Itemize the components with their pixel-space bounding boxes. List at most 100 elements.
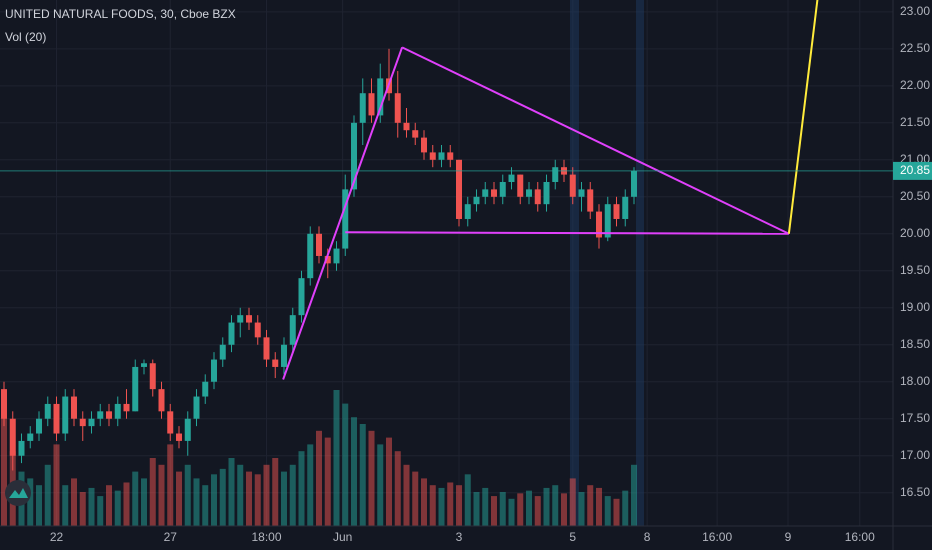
volume-bar: [53, 444, 60, 526]
x-tick-label: 8: [644, 530, 651, 544]
volume-bar: [175, 471, 182, 526]
volume-bar: [184, 464, 191, 526]
volume-bar: [237, 464, 244, 526]
chart-title: UNITED NATURAL FOODS, 30, Cboe BZX: [5, 7, 236, 21]
candle-body: [630, 170, 637, 197]
candle-body: [27, 433, 34, 441]
candle-body: [350, 122, 357, 190]
volume-bar: [272, 458, 279, 526]
candle-body: [622, 196, 629, 219]
x-tick-label: 9: [785, 530, 792, 544]
candle-body: [473, 196, 480, 205]
candle-body: [403, 122, 410, 131]
candle-body: [202, 381, 209, 397]
axes: 16.50 17.00 17.50 18.00 18.50 19.00 19.50 20.00…: [0, 4, 932, 544]
candle-body: [517, 174, 524, 197]
volume-bar: [245, 471, 252, 526]
candle-body: [438, 152, 445, 160]
candle-body: [578, 189, 585, 197]
trend-line: [282, 47, 404, 380]
volume-bar: [368, 430, 375, 526]
volume-bar: [324, 437, 331, 526]
candle-body: [140, 363, 147, 367]
x-tick-label: 3: [456, 530, 463, 544]
candle-body: [149, 363, 156, 390]
volume-bar: [228, 458, 235, 526]
volume-bar: [114, 490, 121, 526]
candle-body: [604, 204, 611, 238]
y-tick-label: 17.50: [900, 411, 930, 425]
volume-bar: [438, 487, 445, 526]
candle-body: [132, 366, 139, 412]
candle-body: [289, 315, 296, 345]
volume-bar: [307, 444, 314, 526]
candle-body: [447, 152, 454, 160]
volume-bar: [569, 478, 576, 526]
volume-bar: [0, 392, 7, 526]
candle-body: [219, 344, 226, 360]
candle-body: [228, 322, 235, 345]
candle-body: [105, 411, 112, 419]
volume-bar: [464, 474, 471, 526]
volume-bar: [412, 471, 419, 526]
candle-body: [9, 418, 16, 456]
candle-body: [254, 322, 261, 338]
x-tick-label: 5: [569, 530, 576, 544]
volume-bar: [79, 492, 86, 526]
volume-bar: [630, 464, 637, 526]
last-price-label: 20.85: [900, 163, 930, 177]
volume-bar: [595, 487, 602, 526]
candle-body: [272, 359, 279, 367]
candle-body: [613, 204, 620, 219]
candle-body: [97, 411, 104, 419]
volume-bar: [385, 437, 392, 526]
volume-bar: [508, 498, 515, 526]
candle-body: [508, 174, 515, 182]
volume-bar: [289, 464, 296, 526]
candle-body: [490, 189, 497, 197]
candle-body: [0, 389, 7, 419]
x-tick-label: Jun: [333, 530, 352, 544]
candle-body: [429, 152, 436, 160]
trend-line: [401, 46, 790, 235]
candle-body: [114, 403, 121, 419]
y-tick-label: 22.00: [900, 78, 930, 92]
y-tick-label: 20.50: [900, 189, 930, 203]
volume-bar: [70, 478, 77, 526]
candle-body: [324, 255, 331, 264]
x-tick-label: 16:00: [845, 530, 875, 544]
y-tick-label: 20.00: [900, 226, 930, 240]
candle-body: [333, 248, 340, 264]
volume-bar: [587, 485, 594, 526]
candles: [0, 48, 637, 471]
volume-bar: [403, 464, 410, 526]
candle-body: [298, 278, 305, 316]
volume-bar: [62, 485, 69, 526]
y-tick-label: 21.50: [900, 115, 930, 129]
candle-body: [359, 93, 366, 123]
volume-bar: [123, 482, 130, 526]
volume-bar: [44, 464, 51, 526]
candle-body: [455, 159, 462, 219]
candle-body: [53, 403, 60, 434]
candle-body: [35, 418, 42, 434]
volume-bar: [263, 464, 270, 526]
logo: [5, 480, 31, 506]
candle-body: [237, 315, 244, 323]
volume-bar: [350, 417, 357, 526]
volume-bar: [333, 390, 340, 526]
y-tick-label: 19.50: [900, 263, 930, 277]
volume-bar: [254, 474, 261, 526]
volume-bar: [105, 485, 112, 526]
candle-body: [543, 181, 550, 205]
y-tick-label: 18.50: [900, 337, 930, 351]
candle-body: [482, 189, 489, 197]
last-price-box: [893, 161, 932, 180]
candle-body: [18, 440, 25, 456]
candle-body: [595, 211, 602, 238]
volume-bar: [420, 478, 427, 526]
candle-body: [534, 189, 541, 205]
y-tick-label: 23.00: [900, 4, 930, 18]
grid: [0, 0, 893, 526]
